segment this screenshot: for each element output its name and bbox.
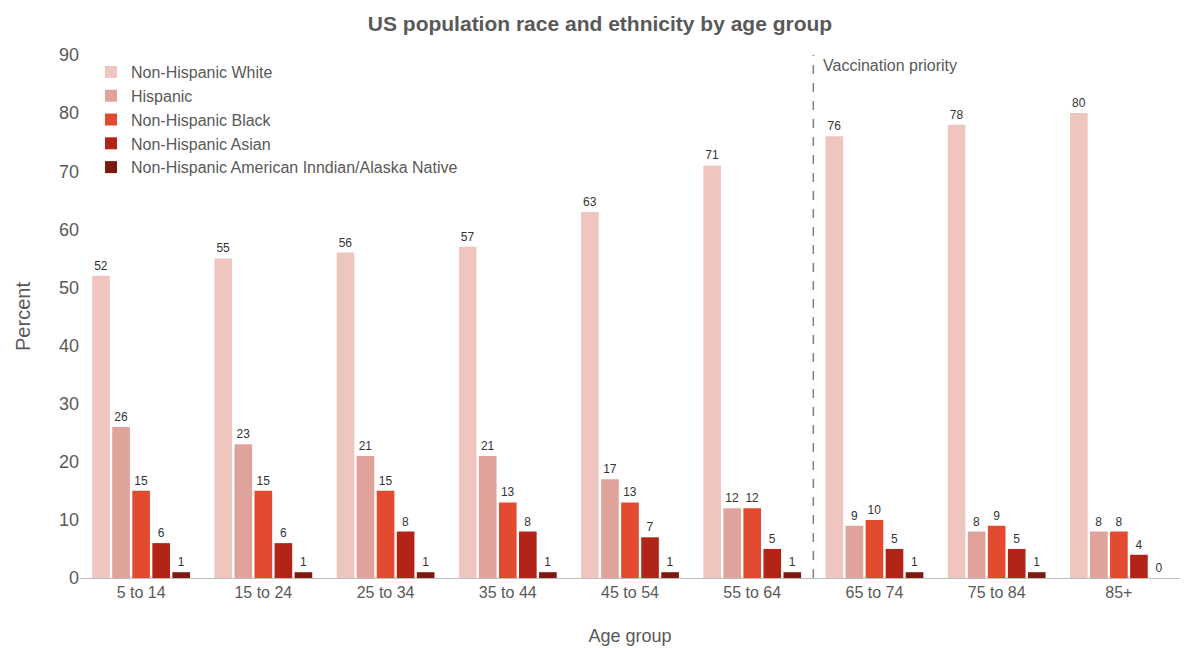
svg-text:15: 15 [256,474,270,488]
svg-text:70: 70 [59,162,79,182]
svg-text:52: 52 [94,259,108,273]
svg-text:80: 80 [59,103,79,123]
svg-text:Non-Hispanic American Inndian/: Non-Hispanic American Inndian/Alaska Nat… [131,159,457,176]
svg-text:1: 1 [667,555,674,569]
svg-text:7: 7 [647,520,654,534]
svg-text:1: 1 [422,555,429,569]
svg-text:5: 5 [769,532,776,546]
svg-text:80: 80 [1072,96,1086,110]
svg-text:71: 71 [705,148,719,162]
svg-text:45 to 54: 45 to 54 [601,584,659,601]
svg-text:6: 6 [280,526,287,540]
svg-text:8: 8 [402,515,409,529]
svg-text:56: 56 [339,236,353,250]
svg-text:10: 10 [59,510,79,530]
svg-text:0: 0 [1155,561,1162,575]
svg-text:10: 10 [868,503,882,517]
svg-text:0: 0 [69,568,79,588]
svg-text:9: 9 [851,509,858,523]
svg-text:55: 55 [216,241,230,255]
svg-text:8: 8 [524,515,531,529]
svg-text:8: 8 [973,515,980,529]
svg-text:75 to 84: 75 to 84 [968,584,1026,601]
svg-text:4: 4 [1135,538,1142,552]
svg-text:55 to 64: 55 to 64 [723,584,781,601]
svg-text:Non-Hispanic Black: Non-Hispanic Black [131,112,272,129]
svg-text:26: 26 [114,410,128,424]
svg-text:5: 5 [891,532,898,546]
svg-text:15 to 24: 15 to 24 [234,584,292,601]
svg-text:9: 9 [993,509,1000,523]
svg-text:1: 1 [1033,555,1040,569]
svg-text:65 to 74: 65 to 74 [846,584,904,601]
svg-text:8: 8 [1095,515,1102,529]
svg-text:17: 17 [603,462,617,476]
svg-text:90: 90 [59,45,79,65]
svg-text:13: 13 [501,485,515,499]
svg-text:35 to 44: 35 to 44 [479,584,537,601]
svg-text:Hispanic: Hispanic [131,88,192,105]
svg-text:20: 20 [59,452,79,472]
svg-text:5: 5 [1013,532,1020,546]
svg-text:21: 21 [481,439,495,453]
svg-text:23: 23 [236,427,250,441]
svg-text:5 to 14: 5 to 14 [117,584,166,601]
svg-text:15: 15 [379,474,393,488]
svg-text:1: 1 [178,555,185,569]
svg-text:78: 78 [950,108,964,122]
svg-text:12: 12 [725,491,739,505]
svg-text:50: 50 [59,278,79,298]
svg-text:Vaccination priority: Vaccination priority [823,57,957,74]
svg-text:76: 76 [828,119,842,133]
svg-text:40: 40 [59,336,79,356]
svg-text:63: 63 [583,195,597,209]
svg-text:Non-Hispanic White: Non-Hispanic White [131,64,272,81]
svg-text:57: 57 [461,230,475,244]
svg-text:6: 6 [158,526,165,540]
svg-text:85+: 85+ [1105,584,1132,601]
svg-text:25 to 34: 25 to 34 [357,584,415,601]
svg-text:Non-Hispanic Asian: Non-Hispanic Asian [131,136,271,153]
svg-text:1: 1 [911,555,918,569]
svg-text:12: 12 [745,491,759,505]
svg-text:Age group: Age group [588,626,671,646]
svg-text:Percent: Percent [12,282,34,351]
svg-text:8: 8 [1115,515,1122,529]
svg-text:1: 1 [789,555,796,569]
svg-text:60: 60 [59,220,79,240]
svg-text:30: 30 [59,394,79,414]
svg-text:21: 21 [359,439,373,453]
svg-text:13: 13 [623,485,637,499]
svg-text:1: 1 [544,555,551,569]
svg-text:15: 15 [134,474,148,488]
svg-text:US population race and ethnici: US population race and ethnicity by age … [368,12,832,35]
svg-text:1: 1 [300,555,307,569]
